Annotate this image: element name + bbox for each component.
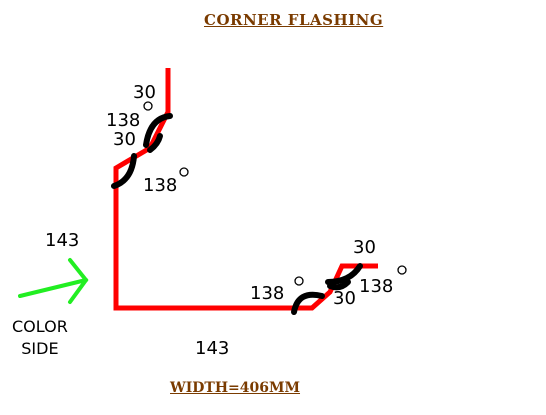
degree-symbol: [295, 277, 303, 285]
top-hem-length-label: 30: [113, 131, 136, 149]
degree-symbol: [144, 102, 152, 110]
horizontal-length-label: 143: [195, 340, 229, 358]
width-note: WIDTH=406MM: [170, 380, 300, 396]
degree-symbol: [398, 266, 406, 274]
right-hem-length-label: 30: [333, 290, 356, 308]
color-side-line-1: COLOR: [12, 316, 68, 338]
right-fold-length-label: 30: [353, 239, 376, 257]
top-angle-2-label: 138: [143, 177, 177, 195]
top-fold-length-label: 30: [133, 84, 156, 102]
top-angle-1-label: 138: [106, 112, 140, 130]
degree-symbol: [180, 168, 188, 176]
vertical-length-label: 143: [45, 232, 79, 250]
right-angle-2-label: 138: [359, 278, 393, 296]
color-side-label: COLOR SIDE: [12, 316, 68, 361]
color-side-line-2: SIDE: [12, 338, 68, 360]
right-arrow-icon: [20, 260, 86, 302]
right-angle-1-label: 138: [250, 285, 284, 303]
